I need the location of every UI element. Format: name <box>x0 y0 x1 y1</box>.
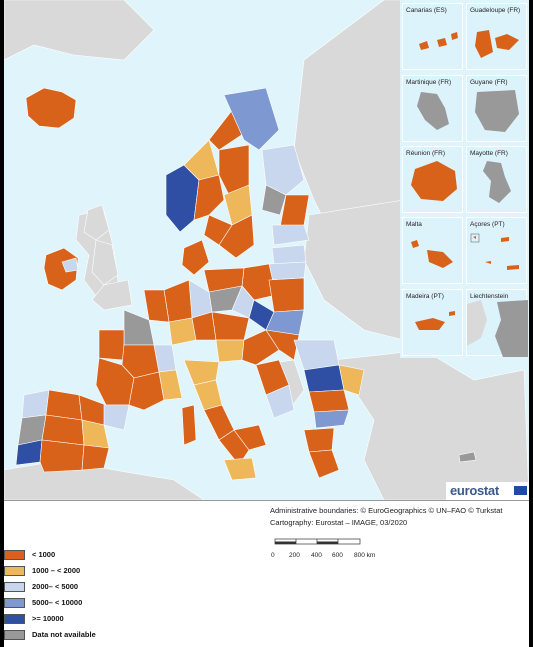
inset-reunion: Réunion (FR) <box>402 146 463 213</box>
legend-swatch <box>4 630 25 640</box>
inset-title: Guyane (FR) <box>470 79 508 86</box>
inset-title: Madeira (PT) <box>406 293 444 300</box>
map-figure: Canarias (ES) Guadeloupe (FR) Martinique… <box>4 0 529 647</box>
regions-southeast <box>255 339 365 479</box>
credits-cartography: Cartography: Eurostat – IMAGE, 03/2020 <box>270 518 408 527</box>
scale-tick: 400 <box>311 552 322 559</box>
regions-finland <box>261 144 310 246</box>
regions-central <box>163 263 305 366</box>
inset-title: Mayotte (FR) <box>470 150 508 157</box>
legend-label: 2000– < 5000 <box>32 582 79 591</box>
regions-iberia <box>15 389 130 473</box>
legend-swatch <box>4 566 25 576</box>
inset-madeira: Madeira (PT) <box>402 289 463 356</box>
inset-mayotte: Mayotte (FR) <box>466 146 527 213</box>
legend-swatch <box>4 550 25 560</box>
inset-martinique: Martinique (FR) <box>402 75 463 142</box>
inset-title: Martinique (FR) <box>406 79 452 86</box>
legend-label: Data not available <box>32 630 96 639</box>
credits-boundaries: Administrative boundaries: © EuroGeograp… <box>270 506 503 515</box>
legend-label: 5000– < 10000 <box>32 598 83 607</box>
legend-label: >= 10000 <box>32 614 64 623</box>
inset-title: Canarias (ES) <box>406 7 447 14</box>
regions-sweden <box>203 144 255 259</box>
scale-tick: 600 <box>332 552 343 559</box>
region-ireland <box>43 247 79 291</box>
legend-label: < 1000 <box>32 550 56 559</box>
inset-title: Guadeloupe (FR) <box>470 7 521 14</box>
map-svg <box>4 0 529 500</box>
legend-label: 1000 – < 2000 <box>32 566 81 575</box>
regions-uk <box>83 204 133 311</box>
scale-tick: 0 <box>271 552 275 559</box>
legend-swatch <box>4 614 25 624</box>
region-denmark <box>181 239 210 276</box>
inset-guadeloupe: Guadeloupe (FR) <box>466 3 527 70</box>
inset-title: Réunion (FR) <box>406 150 446 157</box>
credits: Administrative boundaries: © EuroGeograp… <box>270 505 503 529</box>
region-cyprus <box>458 451 477 463</box>
region-iceland <box>25 87 77 129</box>
km-scale-bar: 0 200 400 600 800 km <box>271 538 391 567</box>
regions-norway <box>165 87 280 233</box>
regions-west <box>95 289 183 411</box>
inset-malta: Malta <box>402 217 463 284</box>
inset-liechtenstein: Liechtenstein <box>466 289 528 357</box>
scale-tick: 200 <box>289 552 300 559</box>
inset-acores: Açores (PT) <box>466 217 527 284</box>
scale-tick: 800 km <box>354 552 376 559</box>
eu-flag-icon <box>514 486 527 495</box>
inset-panels: Canarias (ES) Guadeloupe (FR) Martinique… <box>400 0 529 358</box>
inset-title: Malta <box>406 221 422 228</box>
inset-title: Liechtenstein <box>470 293 509 300</box>
eurostat-logo: eurostat <box>446 482 529 500</box>
inset-guyane: Guyane (FR) <box>466 75 527 142</box>
legend-swatch <box>4 598 25 608</box>
inset-canarias: Canarias (ES) <box>402 3 463 70</box>
brand-text: eurostat <box>450 483 499 498</box>
regions-italy <box>181 359 267 481</box>
legend-swatch <box>4 582 25 592</box>
inset-title: Açores (PT) <box>470 221 505 228</box>
